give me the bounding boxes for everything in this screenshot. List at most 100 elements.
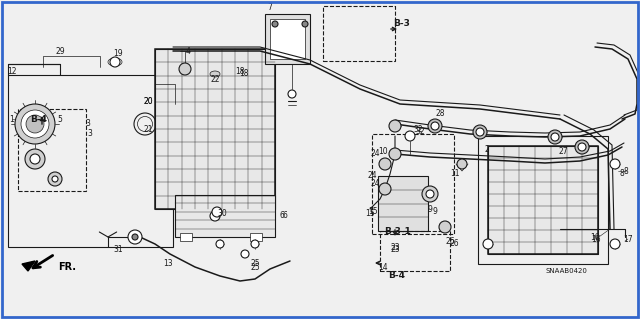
Circle shape xyxy=(473,125,487,139)
Text: 8: 8 xyxy=(623,167,628,175)
Circle shape xyxy=(483,239,493,249)
Text: 26: 26 xyxy=(445,236,455,246)
Circle shape xyxy=(288,90,296,98)
Text: 15: 15 xyxy=(365,210,375,219)
Text: 31: 31 xyxy=(113,244,123,254)
Circle shape xyxy=(379,158,391,170)
Circle shape xyxy=(610,159,620,169)
Circle shape xyxy=(379,183,391,195)
Text: 25: 25 xyxy=(250,259,260,269)
Text: 7: 7 xyxy=(268,3,273,11)
Circle shape xyxy=(405,131,415,141)
Text: 20: 20 xyxy=(143,97,153,106)
Text: 11: 11 xyxy=(451,169,460,179)
Bar xyxy=(478,136,608,264)
Text: B-3-1: B-3-1 xyxy=(384,226,411,235)
Bar xyxy=(323,6,395,61)
Bar xyxy=(250,233,262,241)
Circle shape xyxy=(21,110,49,138)
Bar xyxy=(488,146,598,254)
Text: 28: 28 xyxy=(435,109,445,118)
Text: 32: 32 xyxy=(413,124,423,133)
Ellipse shape xyxy=(108,58,122,66)
Bar xyxy=(180,233,192,241)
Circle shape xyxy=(25,149,45,169)
Polygon shape xyxy=(22,261,35,271)
Circle shape xyxy=(457,159,467,169)
Circle shape xyxy=(251,240,259,248)
Circle shape xyxy=(241,250,249,258)
Text: 9: 9 xyxy=(428,204,433,213)
Text: 26: 26 xyxy=(449,239,459,248)
Bar xyxy=(265,14,310,64)
Text: 29: 29 xyxy=(55,47,65,56)
Circle shape xyxy=(439,221,451,233)
Text: 20: 20 xyxy=(143,97,153,106)
Text: 19: 19 xyxy=(113,49,123,58)
Circle shape xyxy=(426,190,434,198)
Circle shape xyxy=(389,120,401,132)
Bar xyxy=(372,134,454,234)
Bar xyxy=(155,49,275,209)
Text: 9: 9 xyxy=(433,206,437,216)
Text: 24: 24 xyxy=(370,180,380,189)
Text: 3: 3 xyxy=(86,118,90,128)
Circle shape xyxy=(216,240,224,248)
Text: 8: 8 xyxy=(620,169,625,179)
Circle shape xyxy=(30,154,40,164)
Circle shape xyxy=(551,133,559,141)
Text: 22: 22 xyxy=(211,75,220,84)
Text: 30: 30 xyxy=(217,210,227,219)
Bar xyxy=(488,146,598,254)
Circle shape xyxy=(476,128,484,136)
Text: 2: 2 xyxy=(484,145,490,153)
Circle shape xyxy=(212,207,222,217)
Circle shape xyxy=(52,176,58,182)
Text: FR.: FR. xyxy=(58,262,76,272)
Text: 15: 15 xyxy=(368,206,378,216)
Text: 17: 17 xyxy=(623,234,633,243)
Circle shape xyxy=(110,57,120,67)
Circle shape xyxy=(428,119,442,133)
Circle shape xyxy=(128,230,142,244)
Text: 25: 25 xyxy=(250,263,260,271)
Circle shape xyxy=(15,104,55,144)
Circle shape xyxy=(578,143,586,151)
Text: 4: 4 xyxy=(186,47,191,56)
Bar xyxy=(8,75,173,247)
Bar xyxy=(175,195,275,237)
Text: 6: 6 xyxy=(283,211,287,220)
Circle shape xyxy=(422,186,438,202)
Bar xyxy=(270,19,305,59)
Circle shape xyxy=(302,21,308,27)
Text: B-4: B-4 xyxy=(388,271,405,280)
Text: 6: 6 xyxy=(280,211,284,220)
Text: 24: 24 xyxy=(370,150,380,159)
Text: B-4: B-4 xyxy=(30,115,47,123)
Text: SNAAB0420: SNAAB0420 xyxy=(545,268,587,274)
Text: 1: 1 xyxy=(10,115,14,123)
Text: 12: 12 xyxy=(7,66,17,76)
Text: 23: 23 xyxy=(390,244,400,254)
Text: 18: 18 xyxy=(239,70,249,78)
Bar xyxy=(155,49,275,209)
Text: 5: 5 xyxy=(58,115,63,123)
Circle shape xyxy=(548,130,562,144)
Text: 13: 13 xyxy=(163,259,173,269)
Text: 18: 18 xyxy=(236,66,244,76)
Bar xyxy=(380,231,450,271)
Circle shape xyxy=(179,63,191,75)
Bar xyxy=(18,109,86,191)
Circle shape xyxy=(26,115,44,133)
Circle shape xyxy=(272,21,278,27)
Text: 27: 27 xyxy=(558,146,568,155)
Text: 24: 24 xyxy=(367,172,377,181)
Text: 16: 16 xyxy=(591,234,601,243)
Text: 23: 23 xyxy=(390,242,400,251)
Bar xyxy=(378,176,428,231)
Circle shape xyxy=(132,234,138,240)
Ellipse shape xyxy=(210,71,220,77)
Text: 16: 16 xyxy=(590,233,600,241)
Circle shape xyxy=(210,211,220,221)
Text: 3: 3 xyxy=(88,130,92,138)
